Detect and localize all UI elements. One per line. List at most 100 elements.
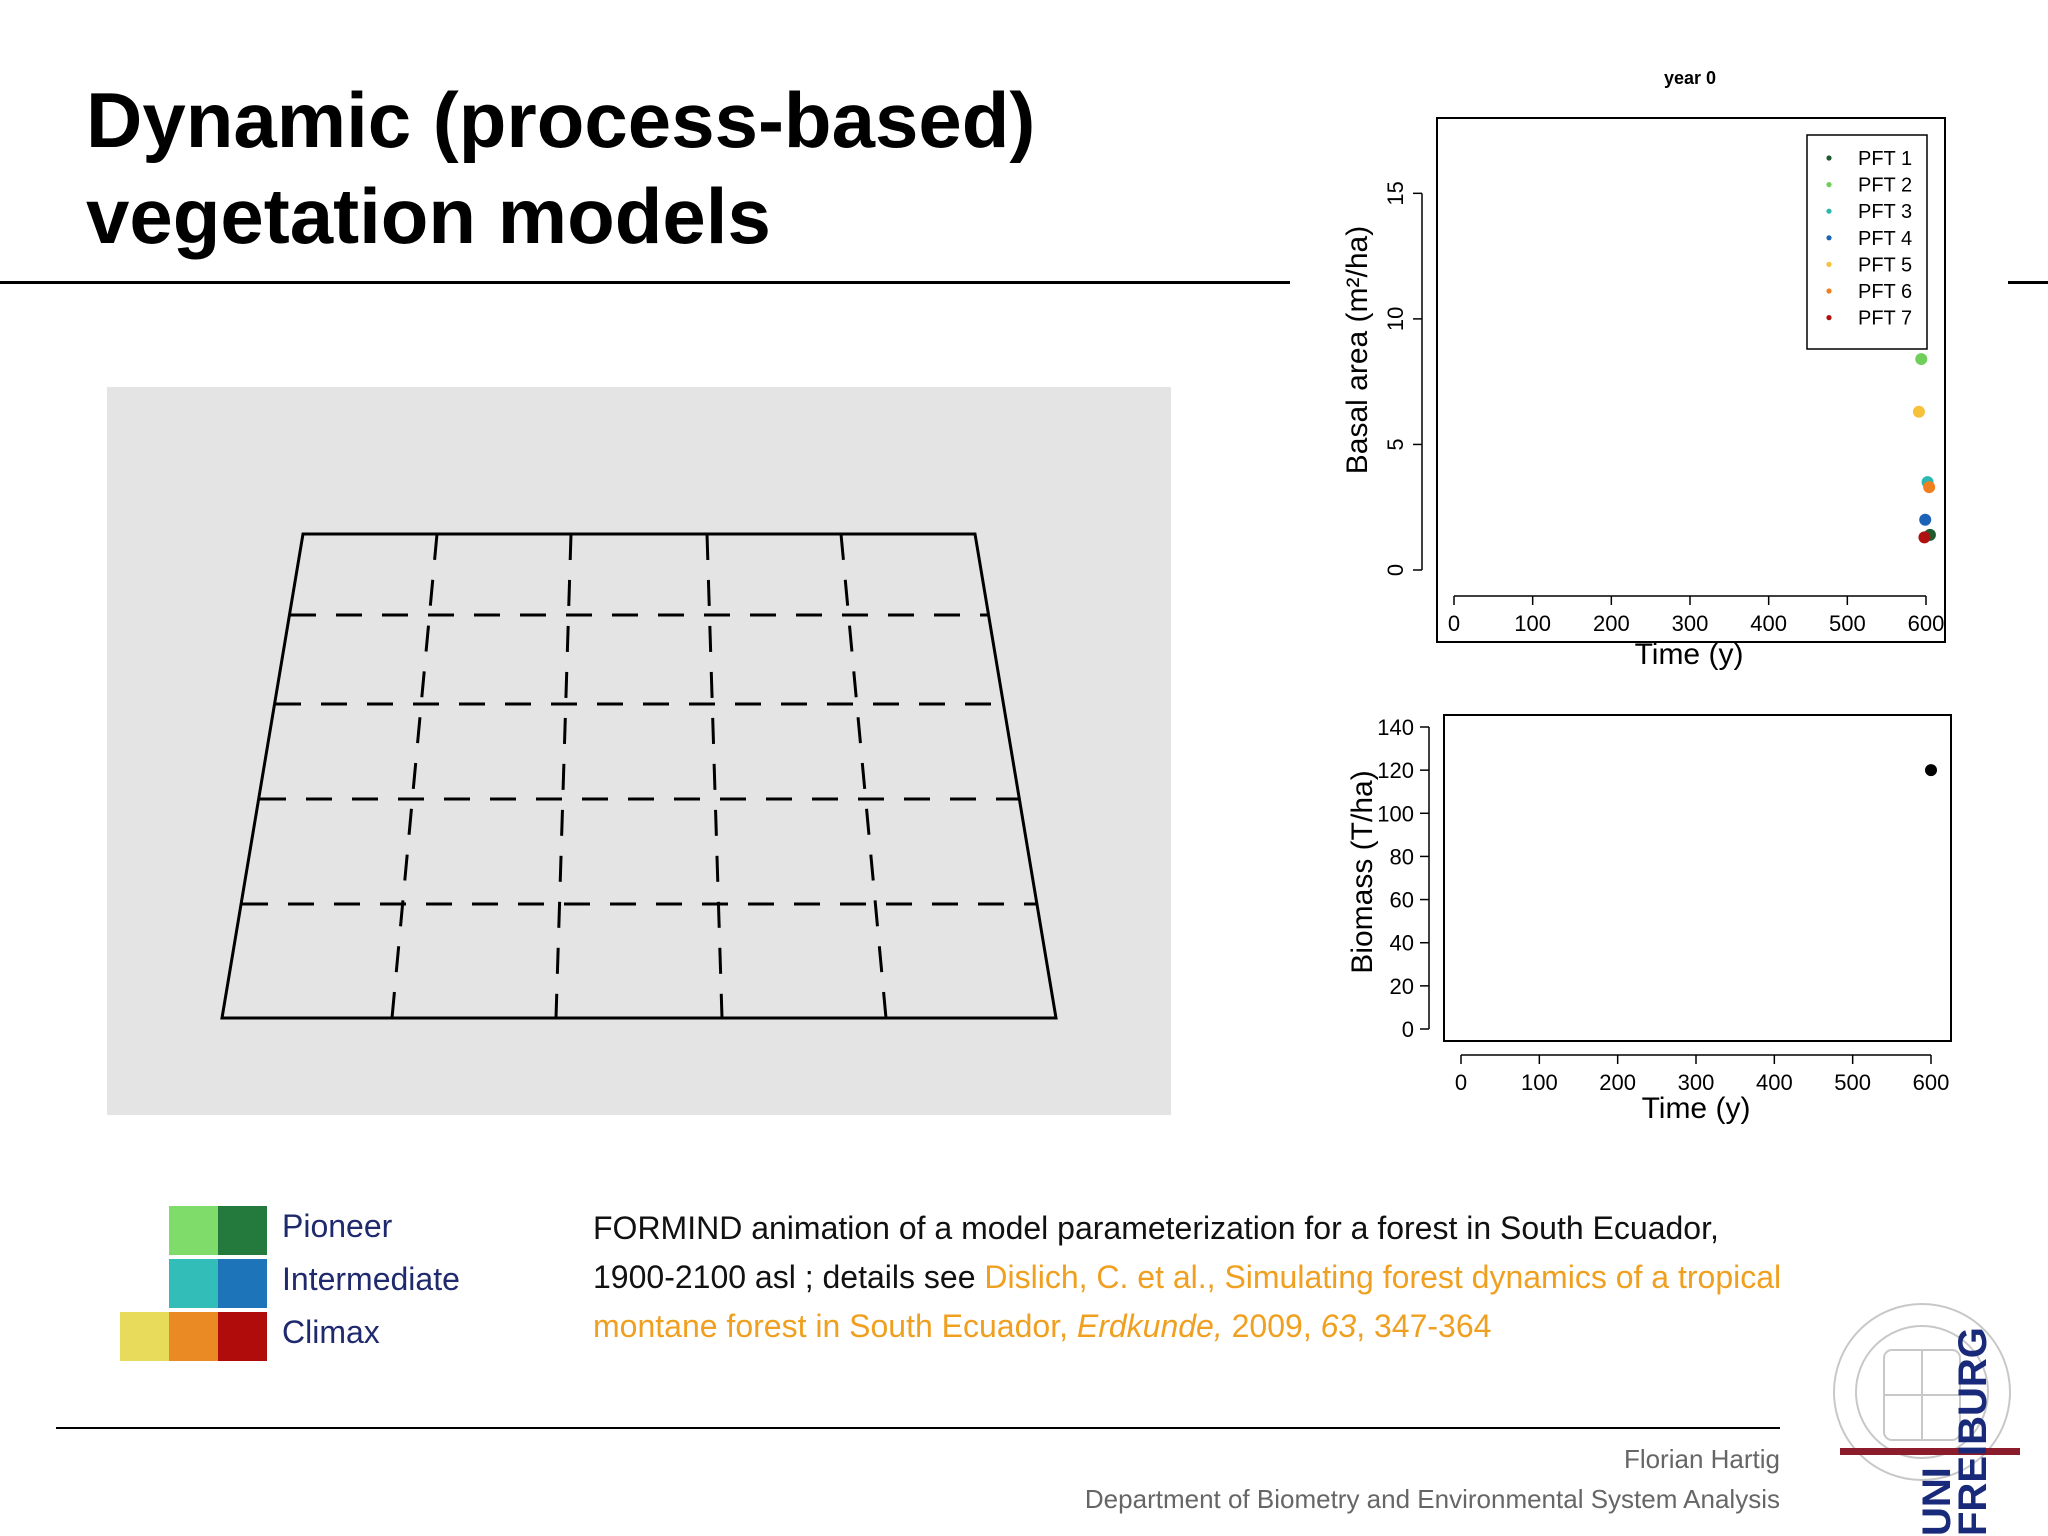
legend-marker: [1826, 315, 1832, 321]
chart-title: year 0: [1664, 68, 1716, 88]
logo-text-uni: UNI: [1915, 1467, 1959, 1536]
data-point-pft-2: [1915, 353, 1928, 366]
grid-col-line: [554, 533, 573, 1019]
y-axis-label: Basal area (m²/ha): [1341, 226, 1374, 474]
x-tick-label: 600: [1908, 611, 1945, 636]
legend-box: [1806, 134, 1928, 350]
biomass-chart: 0 100 200 300 400 500 600 0 20 40 60 80 100 120 140 Ti…: [1346, 714, 1952, 1125]
legend-label: PFT 3: [1858, 201, 1912, 223]
y-tick-label: 100: [1377, 801, 1414, 826]
y-tick-label: 40: [1390, 931, 1414, 956]
x-tick-label: 600: [1913, 1070, 1950, 1095]
seal-watermark: [1833, 1303, 2011, 1481]
forest-grid-animation: [107, 387, 1171, 1115]
y-tick-label: 10: [1383, 307, 1408, 331]
intermediate-label: Intermediate: [282, 1261, 460, 1297]
reference-journal: Erdkunde,: [1076, 1308, 1223, 1344]
climax-swatch-1: [120, 1312, 169, 1361]
legend-marker: [1826, 182, 1832, 188]
legend-label: PFT 7: [1858, 308, 1912, 330]
reference-pages: , 347-364: [1356, 1308, 1492, 1344]
plot-frame: [1443, 714, 1952, 1042]
x-tick-label: 500: [1834, 1070, 1871, 1095]
y-axis-label: Biomass (T/ha): [1346, 770, 1379, 973]
legend-label: PFT 5: [1858, 254, 1912, 276]
legend-label: PFT 4: [1858, 228, 1912, 250]
grid-col-line: [839, 533, 888, 1019]
y-tick-label: 80: [1390, 844, 1414, 869]
legend-label: PFT 2: [1858, 175, 1912, 197]
y-tick-label: 120: [1377, 758, 1414, 783]
data-point-pft-4: [1919, 513, 1932, 526]
title-underline-left: [0, 281, 1290, 284]
x-tick-label: 500: [1829, 611, 1866, 636]
y-tick-label: 0: [1402, 1017, 1414, 1042]
reference-authors-title: Dislich, C. et al., Simulating forest dy…: [984, 1259, 1782, 1295]
data-point-pft-6: [1923, 481, 1936, 494]
x-axis-label: Time (y): [1642, 1092, 1751, 1125]
legend-marker: [1826, 235, 1832, 241]
legend-marker: [1826, 208, 1832, 214]
y-tick-label: 0: [1383, 564, 1408, 576]
legend-marker: [1826, 288, 1832, 294]
x-tick-label: 400: [1756, 1070, 1793, 1095]
x-tick-label: 300: [1678, 1070, 1715, 1095]
y-tick-label: 140: [1377, 715, 1414, 740]
x-tick-label: 0: [1455, 1070, 1467, 1095]
basal-axes: 0 100 200 300 400 500 600 0 5 10 15: [1383, 181, 1944, 636]
climax-swatch-2: [169, 1312, 218, 1361]
logo-text-freiburg: FREIBURG: [1951, 1327, 1995, 1536]
logo-bar: [1840, 1448, 2020, 1455]
climax-label: Climax: [282, 1314, 380, 1350]
legend-label: PFT 6: [1858, 281, 1912, 303]
pioneer-label: Pioneer: [282, 1208, 393, 1244]
x-tick-label: 100: [1514, 611, 1551, 636]
pft-color-key: [120, 1206, 268, 1361]
basal-area-chart: year 0 0 100 200 300 400 500 600 0 5 10 15 Time (y…: [1341, 68, 1946, 671]
logo-text: UNI FREIBURG: [1915, 1327, 1995, 1536]
slide-title: Dynamic (process-based) vegetation model…: [86, 72, 1266, 264]
figure-caption: FORMIND animation of a model parameteriz…: [593, 1204, 1893, 1351]
reference-year: 2009,: [1222, 1308, 1321, 1344]
y-tick-label: 60: [1390, 888, 1414, 913]
title-underline-right: [2008, 281, 2048, 284]
data-point-pft-5: [1912, 405, 1925, 418]
reference-volume: 63: [1320, 1308, 1357, 1344]
legend-items: PFT 1 PFT 2 PFT 3 PFT 4 PFT 5 PFT 6 PFT 7: [1826, 148, 1912, 330]
reference-title-end: montane forest in South Ecuador,: [593, 1308, 1077, 1344]
intermediate-swatch-1: [169, 1259, 218, 1308]
pioneer-swatch-1: [169, 1206, 218, 1255]
university-seal-logo: UNI FREIBURG: [1833, 1303, 2020, 1536]
caption-line-1: FORMIND animation of a model parameteriz…: [593, 1210, 1719, 1246]
legend-label: PFT 1: [1858, 148, 1912, 170]
x-tick-label: 400: [1750, 611, 1787, 636]
y-tick-label: 5: [1383, 438, 1408, 450]
biomass-axes: 0 100 200 300 400 500 600 0 20 40 60 80 100 120 140: [1377, 715, 1949, 1095]
plot-frame: [1436, 117, 1946, 643]
footer-author: Florian Hartig: [1623, 1444, 1780, 1474]
forest-plot-grid: [220, 532, 1058, 1020]
data-point-pft-7: [1918, 531, 1931, 544]
x-tick-label: 200: [1593, 611, 1630, 636]
biomass-points: [1925, 764, 1937, 777]
title-line-2: vegetation models: [86, 172, 771, 260]
caption-line-2: 1900-2100 asl ; details see: [593, 1259, 985, 1295]
title-line-1: Dynamic (process-based): [86, 76, 1036, 164]
y-tick-label: 15: [1383, 181, 1408, 205]
pioneer-swatch-2: [218, 1206, 267, 1255]
data-point-biomass: [1925, 764, 1937, 777]
legend-marker: [1826, 261, 1832, 267]
legend-marker: [1826, 155, 1832, 161]
grid-outline: [220, 532, 1058, 1020]
x-tick-label: 200: [1599, 1070, 1636, 1095]
climax-swatch-3: [218, 1312, 267, 1361]
chart-legend: PFT 1 PFT 2 PFT 3 PFT 4 PFT 5 PFT 6 PFT 7: [1806, 134, 1928, 350]
x-tick-label: 0: [1448, 611, 1460, 636]
grid-col-line: [705, 533, 724, 1019]
footer-department: Department of Biometry and Environmental…: [1084, 1484, 1780, 1514]
footer-rule: [56, 1427, 1780, 1429]
y-tick-label: 20: [1390, 974, 1414, 999]
basal-points: [1912, 353, 1936, 544]
intermediate-swatch-2: [218, 1259, 267, 1308]
x-tick-label: 300: [1672, 611, 1709, 636]
